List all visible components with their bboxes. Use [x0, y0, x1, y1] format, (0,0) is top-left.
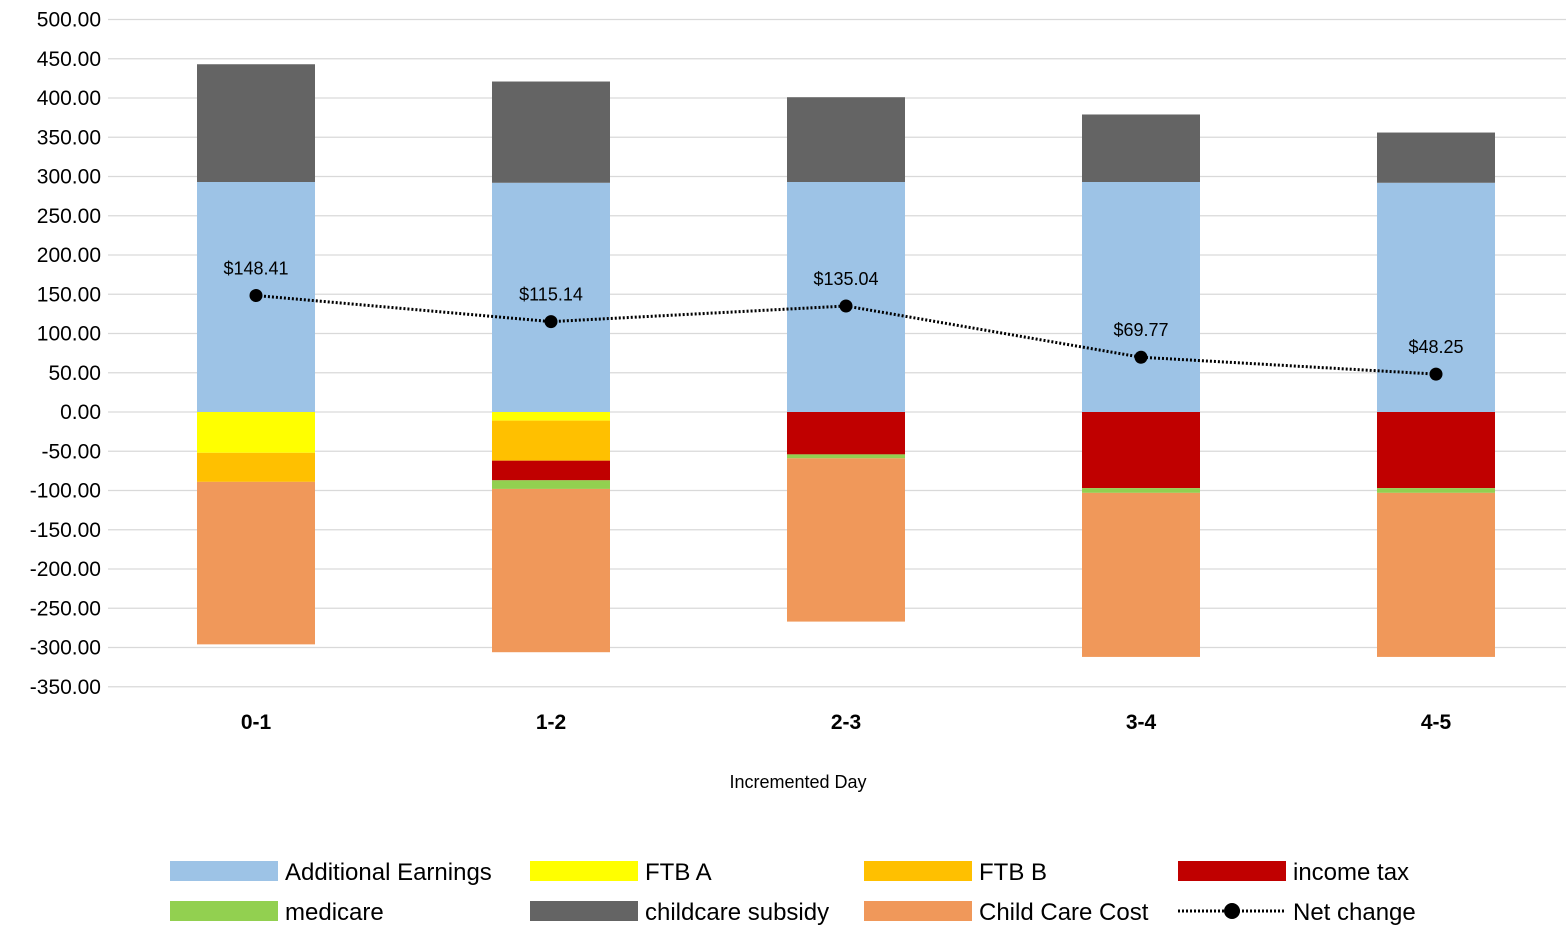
- y-axis-tick-labels: -350.00 -300.00 -250.00 -200.00 -150.00 -100.…: [30, 9, 101, 699]
- bar-segment: [787, 181, 905, 412]
- net-change-data-label: $69.77: [1113, 320, 1168, 340]
- bar-segment: [492, 420, 610, 461]
- bar-segment: [492, 480, 610, 489]
- x-category-label: 1-2: [536, 711, 566, 734]
- net-change-data-label: $115.14: [519, 285, 583, 305]
- y-tick-label: 300.00: [37, 166, 101, 189]
- y-tick-label: 350.00: [37, 126, 101, 149]
- legend-swatch: [170, 861, 278, 881]
- bar-segment: [1377, 488, 1495, 493]
- bar-segment: [492, 460, 610, 481]
- bar-segment: [1377, 492, 1495, 657]
- bar-segment: [1082, 114, 1200, 182]
- bar-segment: [197, 412, 315, 453]
- y-tick-label: 250.00: [37, 205, 101, 228]
- bar-segment: [787, 458, 905, 622]
- y-tick-label: -350.00: [30, 676, 101, 699]
- x-category-label: 0-1: [241, 711, 272, 734]
- y-tick-label: 50.00: [48, 362, 101, 385]
- y-tick-label: 450.00: [37, 48, 101, 71]
- legend-swatch: [864, 901, 972, 921]
- y-tick-label: -200.00: [30, 558, 101, 581]
- bar-segment: [197, 452, 315, 482]
- legend-item: Net change: [1178, 899, 1416, 925]
- legend-label: medicare: [285, 899, 384, 925]
- net-change-data-label: $135.04: [813, 269, 878, 289]
- legend-marker-swatch: [1224, 903, 1240, 919]
- legend-swatch: [864, 861, 972, 881]
- bar-segment: [492, 182, 610, 412]
- bar-segment: [492, 412, 610, 421]
- net-change-marker: [249, 288, 263, 302]
- legend-swatch: [530, 901, 638, 921]
- x-axis-title: Incremented Day: [729, 772, 866, 792]
- y-tick-label: 100.00: [37, 323, 101, 346]
- legend-item: Child Care Cost: [864, 899, 1149, 925]
- bar-segment: [1082, 181, 1200, 412]
- y-tick-label: 500.00: [37, 9, 101, 32]
- legend-label: FTB A: [645, 859, 712, 886]
- x-category-label: 3-4: [1126, 711, 1157, 734]
- y-tick-label: 150.00: [37, 283, 101, 306]
- y-tick-label: -250.00: [30, 597, 101, 620]
- y-tick-label: 400.00: [37, 87, 101, 110]
- net-change-marker: [544, 315, 558, 329]
- net-change-data-label: $48.25: [1408, 337, 1463, 357]
- bar-segment: [1082, 492, 1200, 657]
- bar-segments: [197, 64, 1495, 657]
- y-tick-label: -150.00: [30, 519, 101, 542]
- legend-label: Child Care Cost: [979, 899, 1149, 925]
- bar-segment: [1082, 488, 1200, 493]
- bar-segment: [197, 481, 315, 645]
- net-change-marker: [839, 299, 853, 313]
- x-axis-category-labels: 0-1 1-2 2-3 3-4 4-5: [241, 711, 1452, 734]
- bar-segment: [197, 64, 315, 182]
- legend: Additional Earnings FTB A FTB B income tax m…: [170, 859, 1416, 925]
- legend-label: income tax: [1293, 859, 1409, 886]
- y-tick-label: -300.00: [30, 637, 101, 660]
- legend-item: FTB B: [864, 859, 1047, 886]
- y-tick-label: -50.00: [41, 440, 101, 463]
- legend-label: FTB B: [979, 859, 1047, 886]
- net-change-marker: [1134, 350, 1148, 364]
- legend-item: income tax: [1178, 859, 1409, 886]
- bar-segment: [492, 81, 610, 183]
- y-tick-label: 200.00: [37, 244, 101, 267]
- net-change-data-label: $148.41: [223, 258, 288, 278]
- x-category-label: 4-5: [1421, 711, 1452, 734]
- bar-segment: [492, 488, 610, 653]
- legend-swatch: [170, 901, 278, 921]
- y-tick-label: -100.00: [30, 480, 101, 503]
- net-change-line: $148.41 $115.14 $135.04 $69.77 $48.25: [223, 258, 1464, 381]
- legend-label: Additional Earnings: [285, 859, 492, 886]
- legend-item: FTB A: [530, 859, 712, 886]
- legend-label: Net change: [1293, 899, 1416, 925]
- bar-segment: [1082, 412, 1200, 489]
- y-tick-label: 0.00: [60, 401, 101, 424]
- net-change-marker: [1429, 367, 1443, 381]
- legend-item: childcare subsidy: [530, 899, 829, 925]
- bar-segment: [787, 454, 905, 459]
- legend-swatch: [530, 861, 638, 881]
- legend-item: Additional Earnings: [170, 859, 492, 886]
- net-change-polyline: [255, 294, 1437, 376]
- bar-segment: [787, 97, 905, 182]
- legend-item: medicare: [170, 899, 384, 925]
- bar-segment: [787, 412, 905, 455]
- bar-segment: [1377, 412, 1495, 489]
- legend-label: childcare subsidy: [645, 899, 829, 925]
- x-category-label: 2-3: [831, 711, 861, 734]
- bar-segment: [1377, 132, 1495, 183]
- legend-swatch: [1178, 861, 1286, 881]
